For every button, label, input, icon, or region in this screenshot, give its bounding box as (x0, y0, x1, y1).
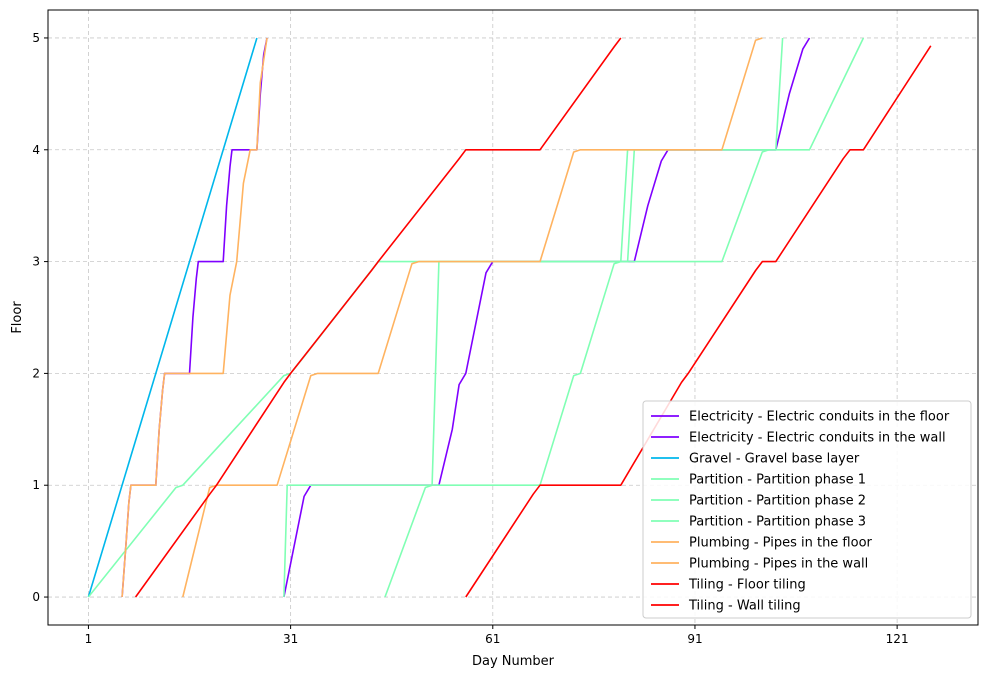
y-tick-label: 4 (32, 143, 40, 157)
legend-label: Plumbing - Pipes in the floor (689, 536, 873, 551)
legend-label: Electricity - Electric conduits in the f… (689, 410, 950, 425)
legend-label: Tiling - Wall tiling (688, 599, 801, 614)
legend: Electricity - Electric conduits in the f… (642, 400, 972, 619)
legend-label: Tiling - Floor tiling (688, 578, 806, 593)
series-lines (87, 37, 932, 598)
legend-label: Partition - Partition phase 3 (689, 515, 866, 530)
series-line-3 (87, 37, 258, 598)
series-line-6 (384, 149, 770, 598)
x-axis-label: Day Number (472, 654, 555, 669)
legend-box (642, 400, 972, 619)
y-tick-label: 2 (32, 366, 40, 380)
y-axis-label: Floor (10, 301, 25, 334)
y-tick-label: 3 (32, 255, 40, 269)
x-tick-label: 61 (485, 632, 500, 646)
series-line-9 (134, 37, 622, 598)
legend-label: Partition - Partition phase 1 (689, 473, 866, 488)
axis-ticks: 1 31 61 91 121 0 1 2 3 4 5 (32, 31, 908, 646)
legend-label: Electricity - Electric conduits in the w… (689, 431, 946, 446)
series-line-10 (465, 45, 932, 598)
legend-label: Plumbing - Pipes in the wall (689, 557, 868, 572)
series-line-8 (182, 37, 763, 598)
plot-frame (47, 9, 979, 626)
y-tick-label: 0 (32, 590, 40, 604)
y-tick-label: 5 (32, 31, 40, 45)
x-tick-label: 31 (283, 632, 298, 646)
series-line-7 (121, 37, 268, 598)
legend-label: Partition - Partition phase 2 (689, 494, 866, 509)
x-tick-label: 121 (886, 632, 909, 646)
y-tick-label: 1 (32, 478, 40, 492)
x-tick-label: 1 (85, 632, 93, 646)
x-tick-label: 91 (687, 632, 702, 646)
legend-label: Gravel - Gravel base layer (689, 452, 860, 467)
